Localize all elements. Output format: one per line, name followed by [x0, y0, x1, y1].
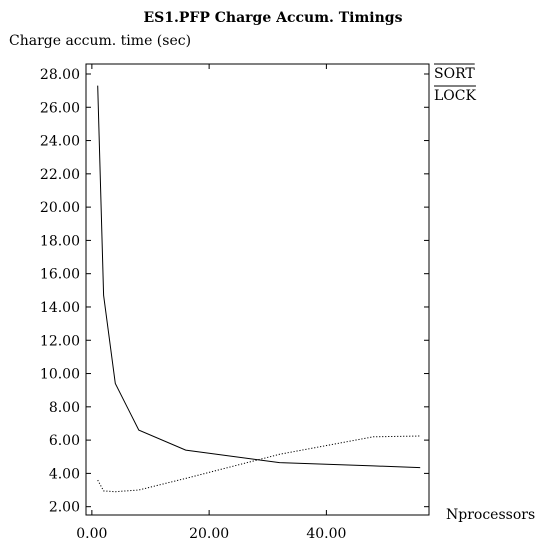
x-axis-label: Nprocessors — [446, 507, 535, 523]
x-tick-label: 40.00 — [306, 526, 346, 542]
y-tick-label: 18.00 — [40, 233, 80, 249]
legend: SORT LOCK — [434, 63, 476, 104]
legend-label-sort: SORT — [434, 66, 475, 82]
series-line-sort — [97, 85, 421, 469]
y-tick-label: 2.00 — [49, 500, 80, 516]
y-tick-label: 28.00 — [40, 67, 80, 83]
y-tick-label: 24.00 — [40, 134, 80, 150]
plot-area — [97, 85, 421, 493]
x-tick-label: 20.00 — [189, 526, 229, 542]
legend-label-lock: LOCK — [434, 88, 476, 104]
y-tick-label: 12.00 — [40, 333, 80, 349]
series-line-lock — [97, 435, 421, 493]
y-tick-label: 20.00 — [40, 200, 80, 216]
y-axis-label: Charge accum. time (sec) — [9, 33, 191, 49]
x-tick-label: 0.00 — [76, 526, 107, 542]
x-axis: 0.00 20.00 40.00 — [76, 64, 346, 542]
y-tick-label: 4.00 — [49, 466, 80, 482]
y-tick-label: 14.00 — [40, 300, 80, 316]
y-tick-label: 8.00 — [49, 400, 80, 416]
y-tick-label: 16.00 — [40, 267, 80, 283]
y-tick-label: 26.00 — [40, 100, 80, 116]
y-tick-label: 22.00 — [40, 167, 80, 183]
y-tick-label: 6.00 — [49, 433, 80, 449]
y-axis: 2.00 4.00 6.00 8.00 10.00 12.00 14.00 16.00 18.0… — [40, 67, 429, 516]
chart-title: ES1.PFP Charge Accum. Timings — [144, 10, 403, 26]
plot-frame — [85, 63, 430, 516]
y-tick-label: 10.00 — [40, 367, 80, 383]
